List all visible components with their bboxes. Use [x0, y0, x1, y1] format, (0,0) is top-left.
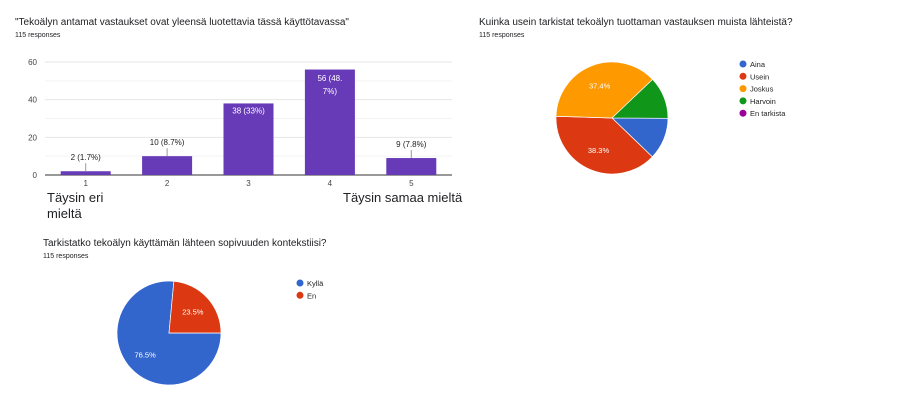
legend-label: Kyllä: [307, 279, 324, 288]
chart3-title: Tarkistatko tekoälyn käyttämän lähteen s…: [43, 238, 327, 249]
x-tick-label: 2: [165, 179, 170, 188]
legend-marker: [739, 60, 747, 68]
pie-slice-joskus: [555, 61, 654, 119]
data-label: 56 (48.7%): [317, 73, 343, 96]
y-tick-label: 0: [33, 171, 38, 180]
chart3-subtitle: 115 responses: [43, 253, 89, 260]
y-tick-label: 20: [28, 133, 37, 142]
slice-label: 76.5%: [135, 351, 157, 360]
scale-high-label: Täysin samaa mieltä: [343, 190, 463, 205]
pie-slice-harvoin: [611, 78, 669, 119]
legend-label: En tarkista: [750, 109, 786, 118]
bar: [386, 158, 437, 175]
pie-slice-en: [168, 280, 222, 334]
x-tick-label: 4: [328, 179, 333, 188]
slice-label: 23.5%: [182, 307, 204, 316]
legend-label: En: [307, 291, 316, 300]
scale-low-label: Täysin eri mieltä: [47, 190, 104, 221]
chart2-subtitle: 115 responses: [479, 32, 525, 39]
y-tick-label: 60: [28, 58, 37, 67]
legend-label: Aina: [750, 60, 766, 69]
slice-label: 37.4%: [589, 82, 611, 91]
legend-label: Joskus: [750, 85, 774, 94]
legend-marker: [296, 279, 304, 287]
data-label: 10 (8.7%): [150, 138, 185, 147]
bar: [60, 171, 111, 175]
legend-marker: [739, 97, 747, 105]
legend-label: Harvoin: [750, 97, 776, 106]
data-label: 38 (33%): [232, 106, 265, 115]
chart1-subtitle: 115 responses: [15, 32, 61, 39]
bar: [142, 156, 193, 175]
chart2-title: Kuinka usein tarkistat tekoälyn tuottama…: [479, 17, 793, 28]
chart1-title: "Tekoälyn antamat vastaukset ovat yleens…: [15, 17, 349, 28]
data-label: 2 (1.7%): [71, 153, 102, 162]
legend-marker: [296, 291, 304, 299]
bar: [304, 69, 355, 175]
data-label: 9 (7.8%): [396, 140, 427, 149]
legend-marker: [739, 109, 747, 117]
y-tick-label: 40: [28, 96, 37, 105]
pie-slice-usein: [555, 115, 653, 175]
legend-marker: [739, 72, 747, 80]
slice-label: 38.3%: [588, 146, 610, 155]
x-tick-label: 3: [246, 179, 251, 188]
pie-slice-kyllä: [116, 280, 222, 386]
legend-label: Usein: [750, 72, 769, 81]
bar: [223, 103, 274, 175]
x-tick-label: 5: [409, 179, 414, 188]
x-tick-label: 1: [83, 179, 88, 188]
legend-marker: [739, 85, 747, 93]
